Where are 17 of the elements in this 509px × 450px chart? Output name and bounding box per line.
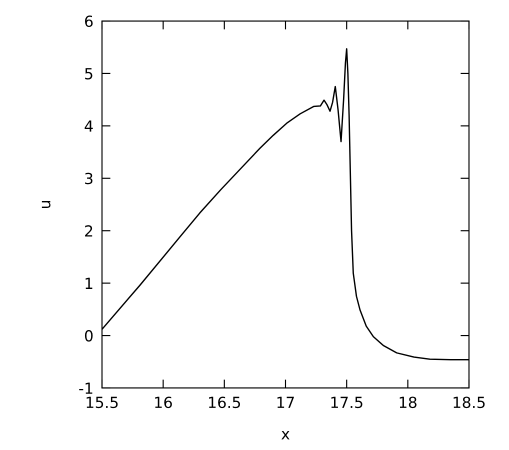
y-tick-label: 1 [86,278,92,289]
x-tick-label: 18 [400,396,416,408]
x-tick-label: 15.5 [86,396,118,408]
y-tick-label: 6 [85,15,93,28]
x-tick-label: 16 [155,396,172,408]
y-tick-label: 5 [85,68,92,80]
y-tick-label: -1 [79,382,92,394]
x-tick-label: 16.5 [209,396,240,408]
x-axis-title: x [281,431,290,440]
y-tick-label: 4 [84,120,93,132]
y-tick-label: 2 [85,225,92,237]
y-tick-label: 3 [85,172,92,184]
y-tick-label: 0 [84,330,93,342]
x-tick-label: 17.5 [331,396,362,408]
x-tick-label: 18.5 [454,396,485,408]
x-tick-label: 17 [277,396,294,408]
y-axis-title: u [42,201,50,208]
